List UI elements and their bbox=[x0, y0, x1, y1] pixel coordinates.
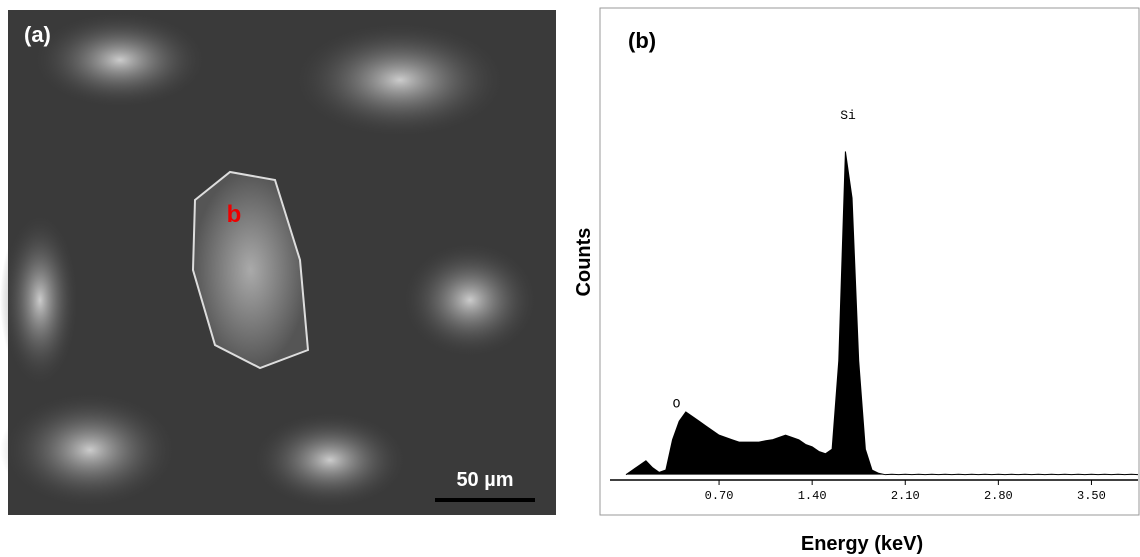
panel-label: (a) bbox=[24, 22, 51, 47]
x-tick-label: 0.70 bbox=[705, 489, 734, 503]
x-axis-label: Energy (keV) bbox=[801, 533, 923, 555]
spectrum bbox=[626, 152, 1138, 475]
point-marker: b bbox=[227, 201, 242, 228]
peak-label: Si bbox=[840, 108, 856, 123]
x-tick-label: 2.10 bbox=[891, 489, 920, 503]
panel-label: (b) bbox=[628, 28, 656, 53]
peak-label: O bbox=[673, 396, 681, 411]
x-tick-label: 2.80 bbox=[984, 489, 1013, 503]
x-tick-label: 3.50 bbox=[1077, 489, 1106, 503]
scale-bar-label: 50 µm bbox=[456, 469, 513, 491]
y-axis-label: Counts bbox=[573, 228, 595, 297]
figure: (a) b 50 µm (b) Energy (keV) Counts 0.70… bbox=[0, 0, 1140, 557]
x-tick-label: 1.40 bbox=[798, 489, 827, 503]
sem-image: (a) b 50 µm bbox=[0, 10, 556, 515]
